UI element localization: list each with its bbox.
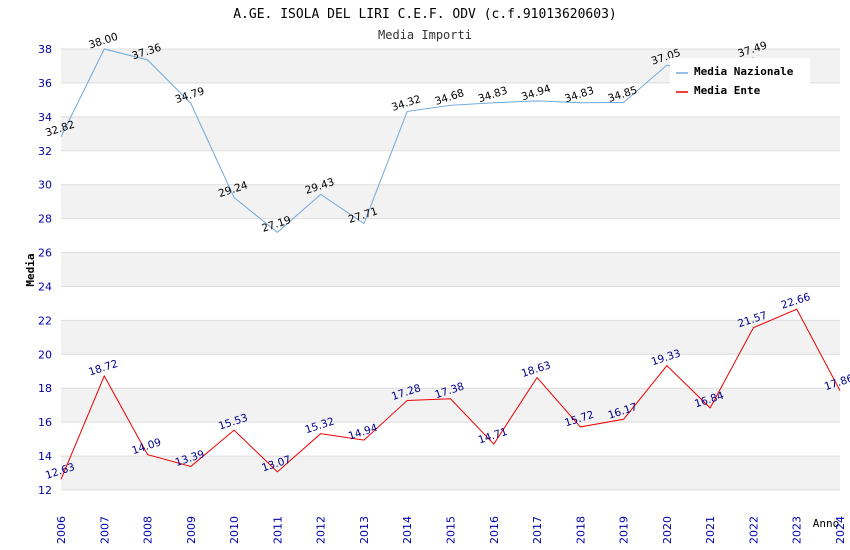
data-label: 18.72 — [87, 358, 119, 379]
series-line-media-nazionale — [60, 48, 754, 234]
y-tick-label: 18 — [38, 382, 52, 395]
x-tick-label: 2024 — [834, 516, 847, 544]
legend-label-media-ente: Media Ente — [694, 84, 761, 97]
grid-band — [61, 252, 840, 287]
data-label: 14.94 — [347, 422, 380, 443]
x-tick-label: 2011 — [271, 516, 284, 544]
y-axis-ticks: 12 14 16 18 20 22 24 26 28 30 32 34 36 38 — [38, 43, 52, 497]
y-tick-label: 20 — [38, 348, 52, 361]
data-label: 22.66 — [780, 291, 813, 312]
y-tick-label: 26 — [38, 247, 52, 260]
y-tick-label: 34 — [38, 111, 52, 124]
chart-subtitle: Media Importi — [378, 28, 472, 42]
x-tick-label: 2020 — [661, 516, 674, 544]
x-tick-label: 2013 — [358, 516, 371, 544]
x-tick-label: 2023 — [791, 516, 804, 544]
y-tick-label: 16 — [38, 416, 52, 429]
data-label: 18.63 — [520, 359, 552, 380]
y-axis-label: Media — [24, 253, 37, 286]
grid-bands — [61, 49, 840, 490]
x-tick-label: 2012 — [315, 516, 328, 544]
x-tick-label: 2019 — [618, 516, 631, 544]
x-tick-label: 2015 — [445, 516, 458, 544]
grid-band — [61, 184, 840, 219]
x-tick-label: 2021 — [704, 516, 717, 544]
grid-band — [61, 320, 840, 355]
y-tick-label: 36 — [38, 77, 52, 90]
data-label: 38.00 — [87, 31, 119, 52]
y-tick-label: 32 — [38, 145, 52, 158]
data-label: 14.09 — [130, 436, 162, 457]
x-tick-label: 2007 — [98, 516, 111, 544]
data-label: 34.85 — [607, 84, 639, 105]
y-tick-label: 30 — [38, 179, 52, 192]
grid-band — [61, 456, 840, 490]
series-lines — [60, 48, 841, 480]
legend: Media Nazionale Media Ente — [670, 58, 810, 102]
x-axis-ticks: 2006 2007 2008 2009 2010 2011 2012 2013 2014 2015… — [55, 516, 847, 544]
series-line-media-ente — [60, 308, 841, 480]
x-tick-label: 2014 — [401, 516, 414, 544]
y-tick-label: 28 — [38, 213, 52, 226]
x-axis-label: Anno — [813, 517, 840, 530]
grid-band — [61, 116, 840, 151]
chart-title: A.GE. ISOLA DEL LIRI C.E.F. ODV (c.f.910… — [233, 7, 617, 22]
x-tick-label: 2010 — [228, 516, 241, 544]
data-label: 34.83 — [563, 85, 595, 106]
x-tick-label: 2009 — [185, 516, 198, 544]
grid-band — [61, 388, 840, 423]
data-label: 34.32 — [390, 93, 422, 114]
legend-box — [670, 58, 810, 102]
x-tick-label: 2006 — [55, 516, 68, 544]
y-tick-label: 14 — [38, 450, 52, 463]
x-tick-label: 2017 — [531, 516, 544, 544]
legend-label-media-nazionale: Media Nazionale — [694, 65, 794, 78]
y-tick-label: 22 — [38, 314, 52, 327]
data-label: 34.94 — [520, 83, 553, 104]
x-tick-label: 2022 — [747, 516, 760, 544]
y-tick-label: 12 — [38, 484, 52, 497]
x-tick-label: 2018 — [574, 516, 587, 544]
x-tick-label: 2008 — [142, 516, 155, 544]
y-tick-label: 24 — [38, 280, 52, 293]
y-tick-label: 38 — [38, 43, 52, 56]
x-tick-label: 2016 — [488, 516, 501, 544]
